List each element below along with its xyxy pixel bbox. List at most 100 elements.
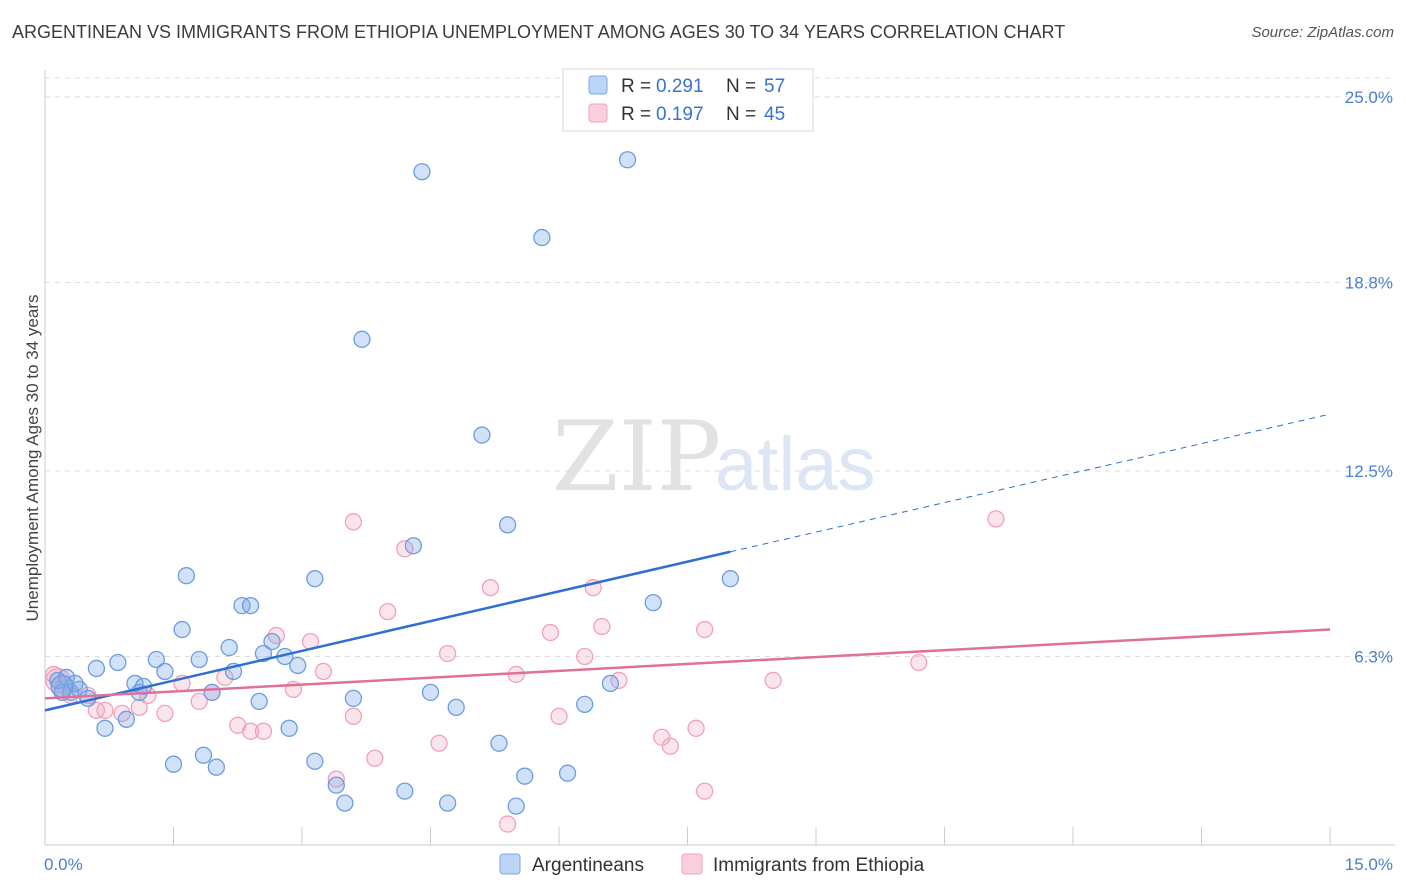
argentineans-point <box>576 695 594 714</box>
bottom-legend: Argentineans Immigrants from Ethiopia <box>499 853 925 876</box>
argentineans-point <box>190 650 208 669</box>
ethiopia-point <box>254 722 273 740</box>
ethiopia-point <box>438 644 457 663</box>
argentineans-point <box>173 620 191 639</box>
legend-r-value-1: 0.291 <box>656 76 704 97</box>
argentineans-point <box>396 782 414 800</box>
argentineans-point-cluster <box>50 674 74 699</box>
ethiopia-point <box>695 620 714 639</box>
legend-r-label-1: R = <box>621 76 656 97</box>
ethiopia-point <box>764 671 782 690</box>
ethiopia-point <box>190 692 208 711</box>
argentineans-trend-extension <box>730 413 1331 553</box>
ethiopia-trend-line <box>44 628 1331 700</box>
watermark: ZIP atlas <box>552 401 876 513</box>
legend-n-value-1: 57 <box>764 76 785 97</box>
bottom-legend-swatch-ethiopia <box>681 853 703 875</box>
y-tick-label: 25.0% <box>1345 88 1393 107</box>
argentineans-point <box>644 593 662 612</box>
legend-r-label-2: R = <box>621 104 656 125</box>
argentineans-point <box>618 151 637 169</box>
argentineans-point <box>327 776 345 794</box>
legend-swatch-argentineans <box>588 75 608 95</box>
argentineans-point <box>254 644 273 663</box>
argentineans-point <box>490 734 508 752</box>
ethiopia-point <box>593 617 611 636</box>
ethiopia-point <box>576 647 594 666</box>
argentineans-point <box>438 794 457 812</box>
ethiopia-point <box>910 653 928 672</box>
argentineans-point <box>57 668 76 687</box>
y-tick-label: 12.5% <box>1345 462 1393 481</box>
ethiopia-point <box>241 722 260 740</box>
source-credit: Source: ZipAtlas.com <box>1251 24 1394 41</box>
series-ethiopia-points <box>44 510 1005 833</box>
bottom-legend-ethiopia: Immigrants from Ethiopia <box>713 855 925 876</box>
y-tick-labels: 6.3% 12.5% 18.8% 25.0% <box>1345 88 1393 667</box>
argentineans-point <box>109 653 127 672</box>
argentineans-point <box>413 163 431 181</box>
argentineans-point <box>177 567 196 585</box>
argentineans-point <box>336 794 354 812</box>
ethiopia-point <box>498 815 517 833</box>
ethiopia-point <box>550 707 568 725</box>
watermark-zip: ZIP <box>552 401 721 513</box>
ethiopia-point <box>687 719 705 737</box>
ethiopia-point <box>379 602 397 621</box>
bottom-legend-swatch-argentineans <box>499 853 521 875</box>
bottom-legend-argentineans: Argentineans <box>532 855 644 876</box>
chart-title: ARGENTINEAN VS IMMIGRANTS FROM ETHIOPIA … <box>12 22 1066 42</box>
argentineans-point <box>601 674 620 693</box>
argentineans-point <box>220 638 238 657</box>
argentineans-point <box>117 710 136 728</box>
ethiopia-point <box>366 749 384 767</box>
series-argentineans-points <box>49 151 739 815</box>
ethiopia-point <box>344 513 363 531</box>
argentineans-trend-line <box>44 550 731 712</box>
argentineans-point <box>516 767 534 785</box>
legend-r-value-2: 0.197 <box>656 104 704 125</box>
argentineans-point <box>96 719 114 737</box>
ethiopia-point <box>344 707 363 725</box>
argentineans-point <box>156 662 174 681</box>
argentineans-point <box>404 537 423 555</box>
argentineans-point <box>194 746 213 764</box>
argentineans-point <box>421 683 440 702</box>
argentineans-point <box>473 426 491 444</box>
argentineans-point <box>533 228 551 247</box>
legend-n-label-2: N = <box>726 104 761 125</box>
argentineans-point <box>306 752 324 770</box>
legend-box: R = 0.291 N = 57 R = 0.197 N = 45 <box>562 68 814 132</box>
ethiopia-point <box>327 770 345 788</box>
argentineans-point <box>306 570 324 588</box>
x-tick-label: 0.0% <box>44 855 83 874</box>
argentineans-point <box>207 758 225 776</box>
x-tick-label: 15.0% <box>1345 855 1393 874</box>
argentineans-point <box>241 596 260 615</box>
ethiopia-point <box>481 579 500 597</box>
argentineans-point <box>507 797 525 815</box>
argentineans-point <box>87 659 106 678</box>
argentineans-point <box>289 656 307 675</box>
ethiopia-point <box>661 737 680 755</box>
ethiopia-point <box>541 623 560 642</box>
watermark-atlas: atlas <box>715 422 876 507</box>
gridlines <box>45 77 1395 657</box>
y-tick-label: 6.3% <box>1354 647 1393 666</box>
argentineans-point <box>203 683 221 702</box>
argentineans-point <box>498 516 517 534</box>
ethiopia-point <box>96 701 114 719</box>
legend-swatch-ethiopia <box>588 103 608 123</box>
argentineans-point <box>147 650 166 669</box>
x-tick-labels: 0.0% 15.0% <box>44 855 1393 874</box>
axes <box>44 70 1395 846</box>
argentineans-point <box>263 632 281 651</box>
argentineans-point <box>721 570 739 588</box>
argentineans-point <box>558 764 577 782</box>
argentineans-point <box>250 692 268 711</box>
ethiopia-point <box>430 734 448 752</box>
legend-n-label-1: N = <box>726 76 761 97</box>
ethiopia-point <box>314 662 333 681</box>
ethiopia-point <box>695 782 714 800</box>
